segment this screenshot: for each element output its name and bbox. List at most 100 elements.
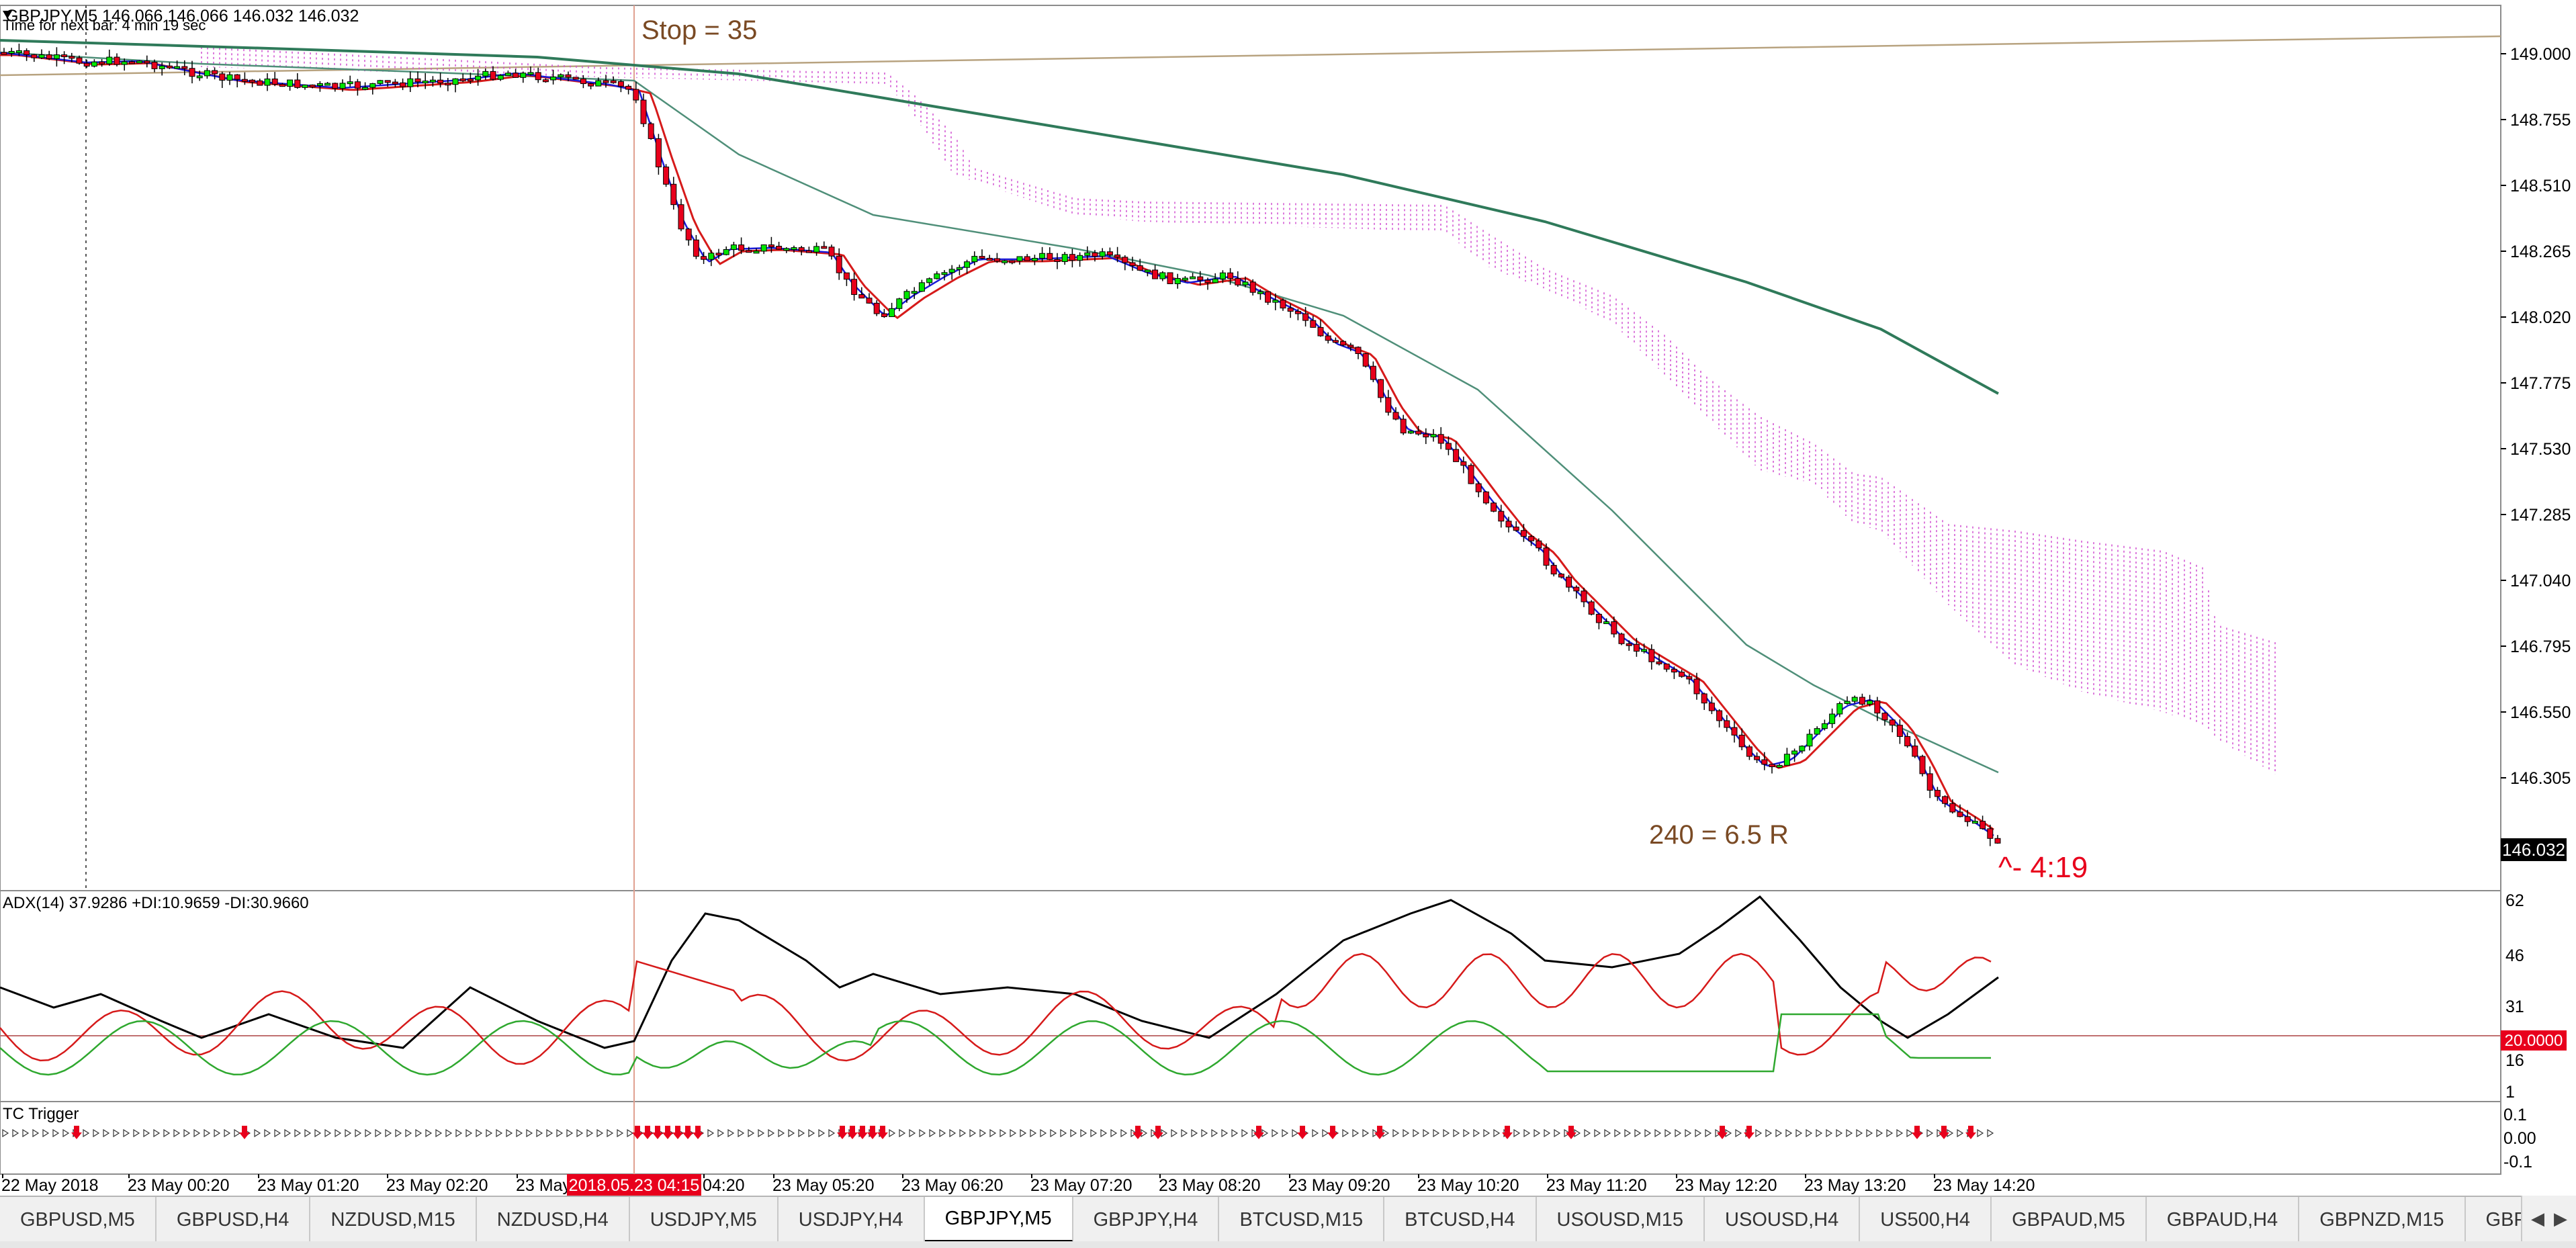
- candle: [1806, 733, 1813, 747]
- chart-tab[interactable]: NZDUSD,H4: [477, 1197, 630, 1243]
- time-axis-label: 23 May 11:20: [1546, 1176, 1647, 1195]
- stop-annotation[interactable]: Stop = 35: [641, 15, 757, 45]
- result-annotation[interactable]: 240 = 6.5 R: [1649, 820, 1789, 850]
- chart-tab[interactable]: GBPJPY,M5: [924, 1197, 1073, 1243]
- sell-arrow-icon: [642, 1126, 653, 1139]
- time-axis-label: 23 May 00:20: [128, 1176, 230, 1195]
- candle: [99, 61, 105, 64]
- candle: [1769, 764, 1775, 768]
- chart-tab[interactable]: GBPUSD,H4: [157, 1197, 311, 1243]
- candle: [1550, 565, 1557, 575]
- candle: [941, 272, 948, 275]
- price-scale[interactable]: 149.000 148.755 148.510 148.265 148.020 147.7…: [2501, 45, 2571, 788]
- chart-tab[interactable]: GBPUSD,M5: [0, 1197, 157, 1243]
- chart-tab[interactable]: NZDUSD,M15: [310, 1197, 477, 1243]
- candle: [1738, 734, 1745, 748]
- candle: [633, 89, 639, 101]
- candle: [1693, 678, 1700, 695]
- candle: [1047, 253, 1053, 260]
- tc-trigger-panel[interactable]: [0, 1101, 2501, 1175]
- candle: [1340, 341, 1347, 346]
- candle: [1294, 310, 1301, 314]
- candle: [798, 247, 805, 251]
- chart-tab[interactable]: USOUSD,H4: [1705, 1197, 1861, 1243]
- candle: [1814, 728, 1820, 735]
- candle: [708, 253, 715, 260]
- crosshair-time-label: 2018.05.23 04:15: [569, 1176, 700, 1195]
- time-axis-label: 23 May 01:20: [257, 1176, 359, 1195]
- candle: [31, 54, 38, 58]
- candle: [1558, 574, 1564, 578]
- chart-tab[interactable]: USOUSD,M15: [1537, 1197, 1705, 1243]
- candle: [1656, 661, 1662, 664]
- time-axis-label: 23 May: [516, 1176, 571, 1195]
- candle: [362, 87, 369, 90]
- candle: [558, 74, 564, 78]
- chart-tab[interactable]: BTCUSD,H4: [1384, 1197, 1537, 1243]
- candle: [339, 83, 346, 89]
- candle: [1445, 443, 1452, 450]
- chart-tab[interactable]: GBPAUD,H4: [2147, 1197, 2300, 1243]
- candle: [159, 65, 165, 69]
- adx-scale-label: 16: [2505, 1051, 2524, 1070]
- candle: [1641, 649, 1648, 652]
- di-plus-line: [0, 1013, 1991, 1076]
- candle: [813, 246, 820, 253]
- candle: [948, 269, 955, 273]
- chart-tab[interactable]: GBPJPY,H4: [1073, 1197, 1220, 1243]
- chart-tab[interactable]: GBPNZD,M15: [2299, 1197, 2466, 1243]
- candle: [1731, 727, 1738, 736]
- sell-arrow-icon: [1132, 1126, 1143, 1139]
- candle: [1904, 736, 1911, 747]
- candle: [1746, 746, 1752, 757]
- candle: [1310, 320, 1317, 328]
- candle: [1889, 719, 1896, 726]
- sell-arrow-icon: [239, 1126, 250, 1139]
- candle: [212, 70, 218, 75]
- chart-tab[interactable]: US500,H4: [1860, 1197, 1992, 1243]
- scroll-right-icon[interactable]: ▶: [2554, 1208, 2567, 1229]
- chart-tab[interactable]: GBPAUD,M5: [1992, 1197, 2147, 1243]
- candle: [1783, 754, 1790, 766]
- candle: [858, 294, 865, 299]
- candle: [1686, 676, 1693, 680]
- candle: [1588, 601, 1595, 615]
- candle: [836, 255, 842, 273]
- chart-tab[interactable]: BTCUSD,M15: [1219, 1197, 1385, 1243]
- candlesticks[interactable]: [1, 43, 2001, 846]
- candle: [805, 250, 812, 253]
- candle: [866, 298, 873, 304]
- main-price-panel[interactable]: [0, 5, 2501, 891]
- collapse-triangle-icon[interactable]: [3, 11, 12, 19]
- chart-tab[interactable]: USDJPY,H4: [779, 1197, 925, 1243]
- candle: [226, 74, 233, 81]
- candle: [241, 79, 248, 82]
- candle: [1971, 821, 1978, 824]
- candle: [873, 302, 880, 314]
- price-scale-label: 147.530: [2510, 440, 2571, 459]
- trend-line[interactable]: [0, 35, 2501, 77]
- time-axis[interactable]: 22 May 2018 23 May 00:20 23 May 01:20 23 Ma…: [1, 1174, 2035, 1195]
- adx-panel[interactable]: [0, 890, 2501, 1102]
- status-bar: [0, 1241, 2576, 1248]
- candle: [1167, 272, 1173, 284]
- sell-arrow-icon: [693, 1126, 703, 1139]
- chart-canvas[interactable]: 149.000 148.755 148.510 148.265 148.020 147.7…: [0, 0, 2576, 1196]
- candle: [1595, 613, 1602, 623]
- candle: [1347, 345, 1354, 348]
- candle: [1144, 269, 1151, 273]
- candle: [445, 83, 451, 86]
- scroll-left-icon[interactable]: ◀: [2531, 1208, 2544, 1229]
- candle: [15, 50, 22, 53]
- price-scale-label: 147.040: [2510, 572, 2571, 590]
- di-minus-line: [0, 952, 1992, 1065]
- candle: [1415, 431, 1422, 435]
- price-scale-label: 147.285: [2510, 506, 2571, 525]
- chart-tab[interactable]: USDJPY,M5: [630, 1197, 779, 1243]
- time-axis-label: 23 May 06:20: [901, 1176, 1004, 1195]
- candle: [1039, 253, 1046, 259]
- candle: [580, 78, 586, 85]
- candle: [1257, 291, 1263, 294]
- current-price-marker: [2501, 838, 2567, 861]
